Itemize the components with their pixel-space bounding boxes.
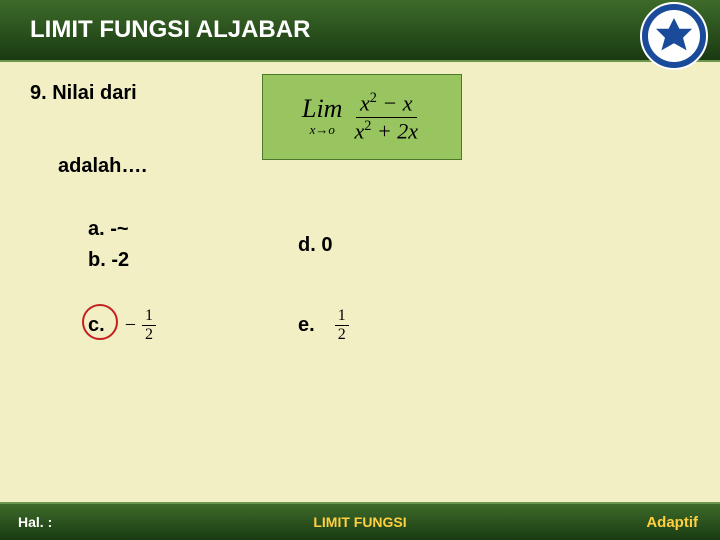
option-b[interactable]: b. -2 xyxy=(88,249,298,272)
footer-right-label: Adaptif xyxy=(646,514,698,531)
option-c-fraction: 1 2 xyxy=(142,308,156,343)
option-a-label: a. -~ xyxy=(88,218,129,241)
option-d[interactable]: d. 0 xyxy=(298,218,498,272)
footer-page-label: Hal. : xyxy=(18,514,52,530)
denominator: x2 + 2x xyxy=(350,118,422,145)
lim-sub: x→o xyxy=(310,122,335,138)
lim-word: Lim xyxy=(302,96,342,122)
header-title: LIMIT FUNGSI ALJABAR xyxy=(30,16,310,44)
option-d-label: d. 0 xyxy=(298,234,332,257)
option-e-fraction: 1 2 xyxy=(335,308,349,343)
logo-icon xyxy=(648,10,700,62)
option-b-label: b. -2 xyxy=(88,249,129,272)
slide-footer: Hal. : LIMIT FUNGSI Adaptif xyxy=(0,502,720,540)
limit-expression: Lim x→o x2 − x x2 + 2x xyxy=(302,90,422,144)
option-c-neg: − xyxy=(125,314,136,337)
formula-box: Lim x→o x2 − x x2 + 2x xyxy=(262,74,462,160)
option-a[interactable]: a. -~ xyxy=(88,218,298,241)
option-e[interactable]: e. 1 2 xyxy=(298,308,498,343)
footer-center-title: LIMIT FUNGSI xyxy=(313,514,406,530)
numerator: x2 − x xyxy=(356,90,417,118)
option-e-label: e. xyxy=(298,314,315,337)
slide-content: 9. Nilai dari Lim x→o x2 − x x2 + 2x ada… xyxy=(0,62,720,502)
slide-header: LIMIT FUNGSI ALJABAR xyxy=(0,0,720,62)
option-c-label: c. xyxy=(88,314,105,337)
fraction: x2 − x x2 + 2x xyxy=(350,90,422,144)
logo-badge xyxy=(640,2,708,70)
option-a-b-stack: a. -~ b. -2 xyxy=(88,218,298,272)
answer-options: a. -~ b. -2 d. 0 c. − 1 2 e. 1 2 xyxy=(88,218,690,343)
option-c[interactable]: c. − 1 2 xyxy=(88,308,298,343)
